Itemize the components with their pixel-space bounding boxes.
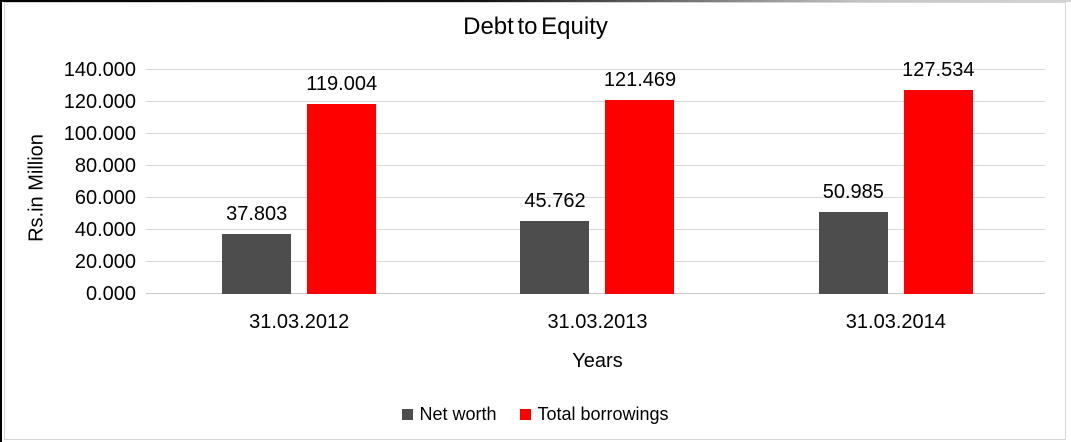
bar-net-worth (520, 220, 590, 294)
x-axis-category-labels: 31.03.2012 31.03.2013 31.03.2014 (150, 310, 1045, 334)
bar-total-borrowings (307, 103, 377, 294)
y-axis-tick-labels: 0.000 20.000 40.000 60.000 80.000 100.000 120.… (0, 59, 136, 305)
data-label: 127.534 (902, 58, 975, 81)
bar-net-worth (818, 212, 888, 294)
x-axis-category-label: 31.03.2013 (547, 311, 648, 333)
bars-layer: 37.803 119.004 45.762 121.469 50.985 127.534 (150, 59, 1045, 294)
legend: Net worth Total borrowings (0, 403, 1071, 425)
y-axis-tick-label: 100.000 (63, 123, 136, 145)
legend-label: Net worth (419, 403, 497, 424)
gridline (146, 101, 1045, 102)
bar-group: 45.762 121.469 (448, 68, 746, 294)
gridline (146, 261, 1045, 262)
gridline (146, 229, 1045, 230)
x-axis-title: Years (572, 350, 623, 372)
legend-swatch-total-borrowings (520, 408, 532, 420)
legend-item-net-worth: Net worth (402, 404, 496, 425)
y-axis-tick-label: 120.000 (63, 91, 136, 113)
y-axis-tick-label: 40.000 (74, 219, 136, 241)
data-label: 50.985 (822, 181, 884, 204)
data-label: 121.469 (603, 68, 677, 91)
bar-net-worth (222, 233, 292, 294)
bar-total-borrowings (605, 99, 675, 294)
bar-group: 50.985 127.534 (747, 59, 1045, 294)
bar-total-borrowings (903, 89, 973, 294)
legend-item-total-borrowings: Total borrowings (520, 403, 669, 425)
chart-frame (4, 2, 1066, 440)
plot-area: 37.803 119.004 45.762 121.469 50.985 127.534 (146, 59, 1045, 294)
data-label: 119.004 (306, 72, 378, 95)
y-axis-tick-label: 80.000 (74, 155, 136, 177)
legend-swatch-net-worth (402, 408, 414, 420)
y-axis-tick-label: 140.000 (63, 59, 136, 81)
gridline (146, 165, 1045, 166)
bar-group: 37.803 119.004 (150, 70, 448, 294)
x-axis-category-label: 31.03.2014 (845, 311, 946, 333)
y-axis-tick-label: 20.000 (74, 251, 136, 273)
y-axis-tick-label: 60.000 (74, 187, 136, 209)
data-label: 45.762 (524, 189, 586, 212)
legend-label: Total borrowings (537, 403, 669, 424)
y-axis-tick-label: 0.000 (85, 283, 136, 305)
gridline (146, 133, 1045, 134)
gridline (146, 293, 1045, 294)
chart-title: Debt to Equity (463, 13, 608, 40)
gridline (146, 197, 1045, 198)
chart-border-top (0, 0, 1071, 2)
chart-border-left (0, 0, 2, 442)
x-axis-category-label: 31.03.2012 (249, 311, 350, 333)
gridline (146, 69, 1045, 70)
data-label: 37.803 (226, 202, 288, 225)
